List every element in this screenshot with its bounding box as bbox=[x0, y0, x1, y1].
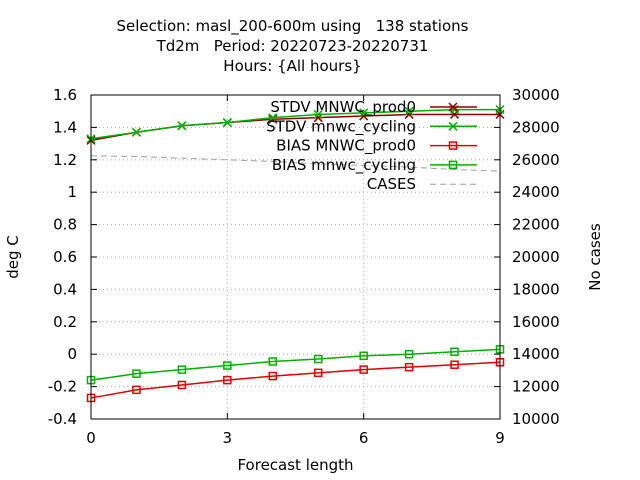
y2-tick-label: 10000 bbox=[512, 410, 560, 428]
square-marker bbox=[404, 362, 414, 372]
y2-tick-label: 28000 bbox=[512, 118, 560, 136]
y2-tick-label: 18000 bbox=[512, 280, 560, 298]
title-line-2: Td2m Period: 20220723-20220731 bbox=[156, 37, 429, 55]
legend-label: BIAS MNWC_prod0 bbox=[276, 137, 416, 156]
square-marker bbox=[223, 361, 232, 370]
square-marker bbox=[450, 347, 459, 357]
y-tick-label: 0 bbox=[67, 345, 77, 363]
y-tick-label: 1.4 bbox=[53, 118, 77, 136]
y-tick-label: 0.2 bbox=[53, 313, 77, 331]
y2-tick-label: 26000 bbox=[512, 151, 560, 169]
series-line bbox=[90, 108, 500, 140]
square-marker bbox=[313, 354, 323, 364]
series-bias-mnwc-prod0 bbox=[86, 358, 505, 403]
y2-tick-label: 16000 bbox=[512, 313, 560, 331]
y-tick-label: 0.8 bbox=[53, 216, 77, 234]
square-marker bbox=[359, 365, 368, 374]
x-marker bbox=[448, 121, 458, 131]
legend-entry: BIAS mnwc_cycling bbox=[272, 156, 477, 175]
square-marker bbox=[313, 368, 323, 378]
x-marker bbox=[131, 127, 141, 137]
y-tick-label: 0.4 bbox=[53, 280, 77, 298]
y2-tick-label: 30000 bbox=[512, 86, 560, 104]
series-layer bbox=[86, 105, 505, 403]
y2-tick-label: 14000 bbox=[512, 345, 560, 363]
y-tick-label: -0.4 bbox=[48, 410, 77, 428]
x-marker bbox=[313, 109, 323, 119]
y-tick-label: 1 bbox=[67, 183, 77, 201]
x-axis-label: Forecast length bbox=[237, 456, 353, 474]
y2-axis-label: No cases bbox=[586, 223, 604, 291]
square-marker bbox=[223, 375, 232, 385]
square-marker bbox=[448, 141, 458, 150]
y-tick-label: 0.6 bbox=[53, 248, 77, 266]
legend-label: BIAS mnwc_cycling bbox=[272, 156, 416, 175]
legend-entry: STDV MNWC_prod0 bbox=[270, 98, 477, 117]
square-marker bbox=[448, 160, 458, 170]
square-marker bbox=[132, 369, 141, 378]
y-tick-label: 1.6 bbox=[53, 86, 77, 104]
series-line bbox=[90, 361, 501, 399]
series-stdv-mnwc-cycling bbox=[86, 105, 505, 144]
square-marker bbox=[268, 371, 278, 381]
y-tick-label: 1.2 bbox=[53, 151, 77, 169]
legend-entry: STDV mnwc_cycling bbox=[266, 117, 477, 136]
title-line-1: Selection: masl_200-600m using 138 stati… bbox=[116, 17, 469, 35]
x-tick-label: 6 bbox=[359, 429, 369, 447]
x-marker bbox=[268, 113, 278, 123]
legend-label: STDV mnwc_cycling bbox=[266, 117, 416, 136]
x-marker bbox=[222, 118, 232, 128]
y-axis-label: deg C bbox=[4, 235, 22, 279]
series-line bbox=[90, 348, 501, 381]
legend-entry: CASES bbox=[367, 175, 477, 193]
square-marker bbox=[177, 380, 187, 390]
square-marker bbox=[132, 385, 141, 395]
square-marker bbox=[359, 351, 368, 361]
series-line bbox=[90, 155, 501, 172]
title-line-3: Hours: {All hours} bbox=[223, 57, 362, 75]
x-marker bbox=[448, 102, 458, 112]
x-tick-label: 0 bbox=[86, 429, 96, 447]
series-cases bbox=[90, 155, 501, 172]
x-tick-label: 9 bbox=[495, 429, 505, 447]
square-marker bbox=[177, 365, 187, 374]
grid bbox=[91, 95, 500, 419]
legend-label: STDV MNWC_prod0 bbox=[270, 98, 416, 117]
square-marker bbox=[268, 357, 278, 366]
y2-tick-label: 12000 bbox=[512, 378, 560, 396]
legend-label: CASES bbox=[367, 175, 416, 193]
y2-tick-label: 24000 bbox=[512, 183, 560, 201]
square-marker bbox=[450, 360, 459, 369]
x-tick-label: 3 bbox=[223, 429, 233, 447]
y2-tick-label: 22000 bbox=[512, 216, 560, 234]
x-marker bbox=[359, 108, 369, 118]
y-tick-label: -0.2 bbox=[48, 378, 77, 396]
square-marker bbox=[404, 349, 414, 359]
x-marker bbox=[404, 106, 414, 116]
ticks: 0 3 6 9 -0.4 -0.2 0 0.2 0.4 0.6 0.8 1 1.2 1.4 1.6 10000… bbox=[48, 86, 560, 447]
y2-tick-label: 20000 bbox=[512, 248, 560, 266]
x-marker bbox=[268, 114, 278, 124]
legend-entry: BIAS MNWC_prod0 bbox=[276, 137, 477, 156]
x-marker bbox=[177, 121, 187, 131]
